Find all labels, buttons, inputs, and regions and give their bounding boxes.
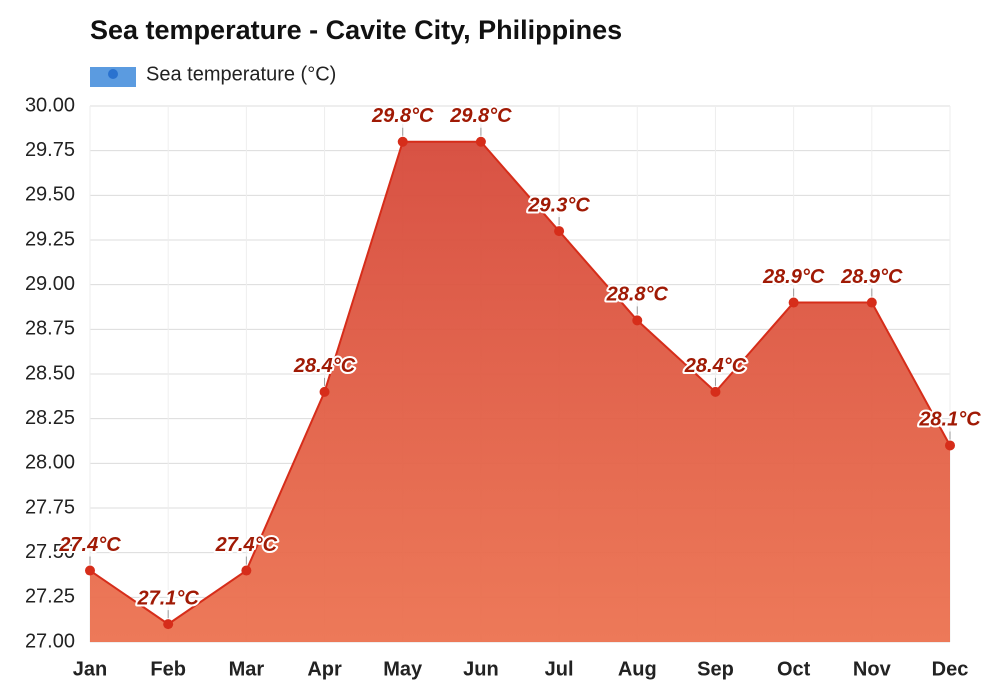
value-label: 29.8°C — [449, 105, 512, 127]
value-label: 29.3°C — [527, 194, 590, 216]
point — [554, 226, 565, 237]
x-tick-label: Jul — [545, 658, 574, 680]
y-tick-label: 27.75 — [25, 496, 75, 518]
x-tick-label: Aug — [618, 658, 657, 680]
x-tick-label: Jun — [463, 658, 499, 680]
y-tick-label: 29.00 — [25, 273, 75, 295]
x-tick-label: Nov — [853, 658, 892, 680]
point — [632, 315, 643, 326]
y-tick-label: 28.00 — [25, 452, 75, 474]
value-label: 28.4°C — [684, 355, 747, 377]
x-tick-label: May — [383, 658, 423, 680]
y-tick-label: 27.50 — [25, 541, 75, 563]
value-label: 27.1°C — [136, 587, 199, 609]
y-tick-label: 29.50 — [25, 184, 75, 206]
y-tick-label: 29.75 — [25, 139, 75, 161]
y-tick-label: 28.50 — [25, 362, 75, 384]
chart-title: Sea temperature - Cavite City, Philippin… — [90, 15, 622, 45]
x-tick-label: Jan — [73, 658, 107, 680]
value-label: 27.4°C — [215, 534, 278, 556]
point — [866, 297, 877, 308]
point — [710, 386, 721, 397]
y-tick-label: 28.75 — [25, 318, 75, 340]
line — [89, 140, 951, 626]
point — [319, 386, 330, 397]
point — [241, 565, 252, 576]
point — [945, 440, 955, 451]
point — [85, 565, 95, 576]
x-tick-label: Feb — [150, 658, 186, 680]
point — [475, 136, 486, 147]
point — [397, 136, 408, 147]
y-tick-label: 27.25 — [25, 586, 75, 608]
value-label: 28.4°C — [293, 355, 356, 377]
value-label: 28.8°C — [606, 284, 669, 306]
value-label: 28.9°C — [840, 266, 903, 288]
area — [90, 141, 950, 642]
value-label: 29.8°C — [371, 105, 434, 127]
value-label: 28.1°C — [918, 409, 981, 431]
y-tick-label: 29.25 — [25, 228, 75, 250]
legend-label: Sea temperature (°C) — [146, 63, 336, 85]
legend-marker — [108, 69, 118, 79]
x-tick-label: Sep — [697, 658, 734, 680]
x-tick-label: Mar — [229, 658, 265, 680]
x-tick-label: Apr — [307, 658, 342, 680]
y-tick-label: 28.25 — [25, 407, 75, 429]
point — [788, 297, 799, 308]
y-tick-label: 27.00 — [25, 630, 75, 652]
x-tick-label: Oct — [777, 658, 811, 680]
value-label: 27.4°C — [58, 534, 121, 556]
point — [163, 619, 174, 630]
x-tick-label: Dec — [932, 658, 969, 680]
value-label: 28.9°C — [762, 266, 825, 288]
y-tick-label: 30.00 — [25, 94, 75, 116]
